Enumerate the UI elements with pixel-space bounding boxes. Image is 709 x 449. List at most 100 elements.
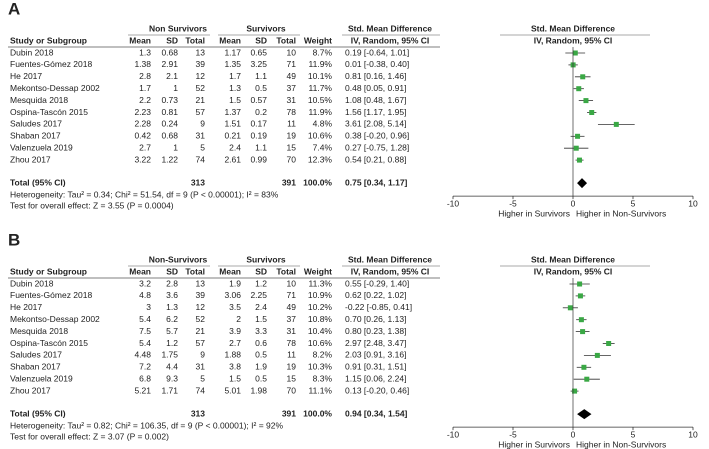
table-cell: 1.35 [224, 59, 241, 69]
total-cell: 0.75 [0.34, 1.17] [345, 177, 408, 187]
table-cell: 2.7 [229, 338, 241, 348]
table-cell: 49 [287, 71, 297, 81]
table-cell: 11.3% [309, 278, 333, 288]
table-cell: 0.2 [255, 107, 267, 117]
study-name: Saludes 2017 [10, 350, 62, 360]
ci-text: 0.01 [-0.38, 0.40] [345, 59, 409, 69]
table-cell: 4.8% [313, 119, 333, 129]
table-cell: 3.9 [229, 326, 241, 336]
column-header: SD [255, 35, 267, 45]
table-cell: 1.98 [250, 385, 267, 395]
total-cell: 100.0% [303, 408, 332, 418]
study-name: Dubin 2018 [10, 278, 54, 288]
study-name: Mesquida 2018 [10, 95, 68, 105]
table-cell: 52 [196, 314, 206, 324]
column-header: Study or Subgroup [10, 35, 87, 45]
table-cell: 11.9% [309, 107, 333, 117]
study-name: He 2017 [10, 71, 42, 81]
group-header: Std. Mean Difference [348, 23, 432, 33]
table-cell: 19 [287, 131, 297, 141]
x-tick-label: 0 [571, 429, 576, 439]
table-cell: 12 [196, 302, 206, 312]
x-tick-label: 0 [571, 198, 576, 208]
table-cell: 10.9% [308, 290, 333, 300]
ci-text: -0.22 [-0.85, 0.41] [345, 302, 412, 312]
table-cell: 2.8 [166, 278, 178, 288]
x-tick-label: 10 [688, 429, 698, 439]
column-header: SD [166, 35, 178, 45]
group-header: Survivors [246, 23, 285, 33]
ci-text: 2.97 [2.48, 3.47] [345, 338, 406, 348]
table-cell: 2 [236, 314, 241, 324]
table-cell: 1.9 [255, 362, 267, 372]
table-cell: 1.1 [255, 71, 267, 81]
table-cell: 3.2 [139, 278, 151, 288]
column-header: IV, Random, 95% CI [534, 35, 613, 45]
x-label-left: Higher in Survivors [498, 208, 570, 218]
table-cell: 13 [196, 47, 206, 57]
table-cell: 1.7 [139, 83, 151, 93]
table-cell: 11 [287, 350, 296, 360]
table-cell: 31 [196, 362, 206, 372]
table-cell: 78 [287, 107, 297, 117]
ci-text: 0.81 [0.16, 1.46] [345, 71, 406, 81]
table-cell: 31 [287, 326, 297, 336]
table-cell: 0.21 [224, 131, 241, 141]
total-diamond [577, 178, 588, 189]
group-header: Non-Survivors [149, 254, 208, 264]
ci-text: 0.70 [0.26, 1.13] [345, 314, 406, 324]
x-tick-label: 5 [631, 198, 636, 208]
table-cell: 3.5 [229, 302, 241, 312]
table-cell: 15 [287, 373, 297, 383]
total-cell: 391 [282, 177, 296, 187]
study-name: Ospina-Tascón 2015 [10, 107, 88, 117]
effect-square [572, 388, 578, 394]
table-cell: 0.42 [134, 131, 151, 141]
table-cell: 10.6% [308, 131, 333, 141]
table-cell: 1.71 [161, 385, 178, 395]
table-cell: 57 [196, 107, 206, 117]
overall-test: Test for overall effect: Z = 3.07 (P = 0… [10, 431, 169, 441]
x-label-left: Higher in Survivors [498, 439, 570, 449]
effect-square [577, 293, 583, 299]
column-header: SD [255, 266, 267, 276]
x-tick-label: -5 [509, 429, 517, 439]
table-cell: 10 [287, 47, 297, 57]
table-cell: 2.7 [139, 142, 151, 152]
table-cell: 2.4 [229, 142, 241, 152]
table-cell: 1.75 [161, 350, 178, 360]
study-name: He 2017 [10, 302, 42, 312]
ci-text: 0.38 [-0.20, 0.96] [345, 131, 409, 141]
panel-label: B [8, 230, 20, 249]
table-cell: 10.2% [308, 302, 333, 312]
column-header: IV, Random, 95% CI [351, 35, 430, 45]
table-cell: 7.4% [313, 142, 333, 152]
table-cell: 11.9% [309, 59, 333, 69]
table-cell: 13 [196, 278, 206, 288]
column-header: Mean [129, 35, 151, 45]
table-cell: 6.8 [139, 373, 151, 383]
table-cell: 12.3% [308, 154, 333, 164]
table-cell: 31 [196, 131, 206, 141]
table-cell: 10.3% [308, 362, 333, 372]
table-cell: 49 [287, 302, 297, 312]
study-name: Saludes 2017 [10, 119, 62, 129]
table-cell: 19 [287, 362, 297, 372]
table-cell: 3.06 [224, 290, 241, 300]
table-cell: 78 [287, 338, 297, 348]
x-tick-label: -5 [509, 198, 517, 208]
table-cell: 39 [196, 59, 206, 69]
table-cell: 37 [287, 83, 297, 93]
effect-square [594, 352, 600, 358]
table-cell: 2.23 [134, 107, 151, 117]
table-cell: 1.37 [224, 107, 241, 117]
x-tick-label: -10 [447, 198, 460, 208]
effect-square [613, 121, 619, 127]
table-cell: 0.5 [255, 350, 267, 360]
ci-text: 1.15 [0.06, 2.24] [345, 373, 406, 383]
table-cell: 1.2 [166, 338, 178, 348]
table-cell: 0.57 [250, 95, 267, 105]
column-header: Mean [219, 266, 241, 276]
table-cell: 0.5 [255, 83, 267, 93]
